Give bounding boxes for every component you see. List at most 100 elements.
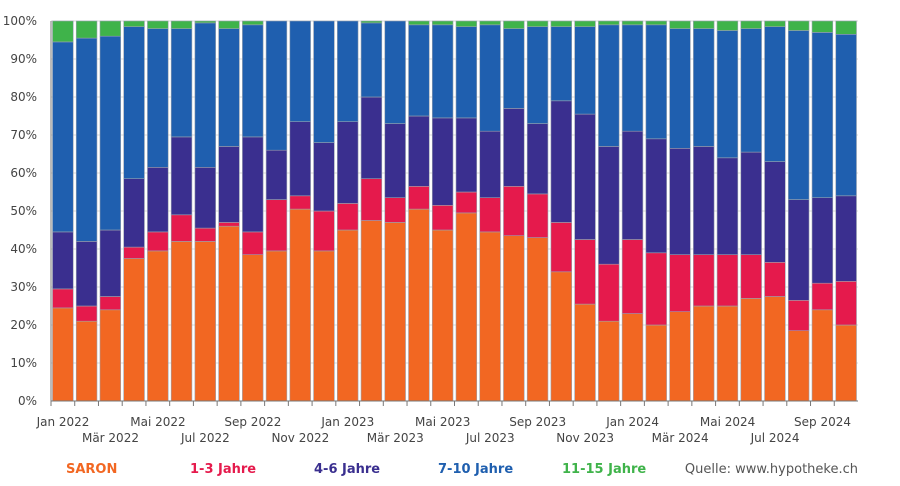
- bar-1-3-jahre: [384, 197, 406, 223]
- bar-7-10-jahre: [337, 20, 359, 122]
- bar-7-10-jahre: [716, 30, 739, 159]
- bar-7-10-jahre: [313, 20, 335, 143]
- bar-saron: [716, 305, 739, 402]
- bar-4-6-jahre: [147, 167, 169, 233]
- bar-1-3-jahre: [811, 282, 834, 311]
- bar-7-10-jahre: [503, 28, 525, 109]
- bar-1-3-jahre: [99, 296, 122, 311]
- legend-11-15-jahre: 11-15 Jahre: [562, 462, 647, 477]
- bar-4-6-jahre: [740, 151, 762, 256]
- bar-saron: [242, 254, 264, 402]
- bar-4-6-jahre: [194, 167, 216, 229]
- x-tick-label: Jul 2024: [750, 431, 800, 445]
- bar-7-10-jahre: [479, 24, 501, 132]
- bar-7-10-jahre: [740, 28, 762, 153]
- y-tick-label: 40%: [10, 242, 37, 256]
- y-tick-label: 10%: [10, 356, 37, 370]
- bar-4-6-jahre: [123, 178, 145, 248]
- bar-saron: [123, 258, 145, 402]
- bar-11-15-jahre: [811, 20, 834, 33]
- bar-7-10-jahre: [669, 28, 691, 149]
- bar-1-3-jahre: [147, 231, 169, 252]
- x-tick-label: Mär 2024: [652, 431, 709, 445]
- bar-saron: [479, 231, 501, 402]
- bar-7-10-jahre: [384, 20, 406, 124]
- x-tick-label: Nov 2023: [556, 431, 614, 445]
- bar-saron: [740, 298, 762, 402]
- bar-1-3-jahre: [526, 193, 549, 238]
- bar-11-15-jahre: [669, 20, 691, 29]
- bar-7-10-jahre: [408, 24, 430, 117]
- bar-7-10-jahre: [574, 26, 596, 115]
- bar-4-6-jahre: [75, 241, 98, 307]
- bar-saron: [526, 237, 549, 402]
- bar-4-6-jahre: [574, 113, 596, 240]
- bar-11-15-jahre: [645, 20, 667, 26]
- bar-1-3-jahre: [550, 222, 572, 273]
- bar-1-3-jahre: [170, 214, 193, 242]
- bar-4-6-jahre: [550, 100, 572, 223]
- x-tick-label: Jul 2022: [180, 431, 230, 445]
- bar-11-15-jahre: [123, 20, 145, 27]
- bar-7-10-jahre: [693, 28, 715, 147]
- bar-4-6-jahre: [313, 142, 335, 212]
- x-tick-label: Mai 2022: [130, 415, 185, 429]
- bar-11-15-jahre: [455, 20, 478, 27]
- bar-saron: [574, 303, 596, 402]
- x-tick-label: Jan 2023: [320, 415, 374, 429]
- bar-saron: [75, 320, 98, 402]
- bar-saron: [503, 235, 525, 402]
- bar-11-15-jahre: [621, 20, 644, 26]
- bar-saron: [811, 309, 834, 402]
- bar-4-6-jahre: [265, 149, 288, 200]
- bar-1-3-jahre: [360, 178, 383, 221]
- bar-4-6-jahre: [408, 115, 430, 187]
- bar-11-15-jahre: [194, 20, 216, 24]
- bar-11-15-jahre: [550, 20, 572, 27]
- bar-7-10-jahre: [123, 26, 145, 180]
- bar-saron: [835, 324, 857, 402]
- y-tick-label: 30%: [10, 280, 37, 294]
- y-tick-label: 0%: [18, 394, 37, 408]
- bar-7-10-jahre: [52, 41, 74, 233]
- x-tick-label: Jan 2024: [605, 415, 659, 429]
- bar-7-10-jahre: [218, 28, 240, 147]
- bar-4-6-jahre: [170, 136, 193, 216]
- bar-11-15-jahre: [693, 20, 715, 29]
- bar-4-6-jahre: [479, 130, 501, 198]
- bar-1-3-jahre: [194, 227, 216, 242]
- bar-11-15-jahre: [787, 20, 810, 31]
- bar-1-3-jahre: [598, 263, 620, 322]
- bar-11-15-jahre: [479, 20, 501, 26]
- bar-4-6-jahre: [669, 148, 691, 256]
- y-tick-label: 70%: [10, 128, 37, 142]
- bar-7-10-jahre: [242, 24, 264, 138]
- x-tick-label: Sep 2023: [509, 415, 566, 429]
- bar-4-6-jahre: [598, 146, 620, 265]
- bar-7-10-jahre: [75, 37, 98, 242]
- y-tick-label: 20%: [10, 318, 37, 332]
- bar-7-10-jahre: [811, 32, 834, 199]
- x-tick-label: Jul 2023: [465, 431, 515, 445]
- bar-1-3-jahre: [313, 210, 335, 252]
- bar-saron: [645, 324, 667, 402]
- bar-4-6-jahre: [645, 138, 667, 254]
- bar-1-3-jahre: [835, 280, 857, 326]
- bar-7-10-jahre: [764, 26, 786, 162]
- bar-saron: [455, 212, 478, 402]
- bar-11-15-jahre: [242, 20, 264, 26]
- legend-7-10-jahre: 7-10 Jahre: [438, 462, 514, 477]
- bar-7-10-jahre: [550, 26, 572, 102]
- bar-4-6-jahre: [716, 157, 739, 256]
- bar-4-6-jahre: [764, 161, 786, 263]
- bar-11-15-jahre: [716, 20, 739, 31]
- bar-1-3-jahre: [693, 254, 715, 307]
- bar-4-6-jahre: [431, 117, 454, 206]
- bar-7-10-jahre: [360, 22, 383, 98]
- bar-4-6-jahre: [337, 121, 359, 204]
- bar-4-6-jahre: [455, 117, 478, 193]
- bar-1-3-jahre: [669, 254, 691, 312]
- bar-11-15-jahre: [764, 20, 786, 27]
- bar-4-6-jahre: [242, 136, 264, 233]
- bar-saron: [598, 320, 620, 402]
